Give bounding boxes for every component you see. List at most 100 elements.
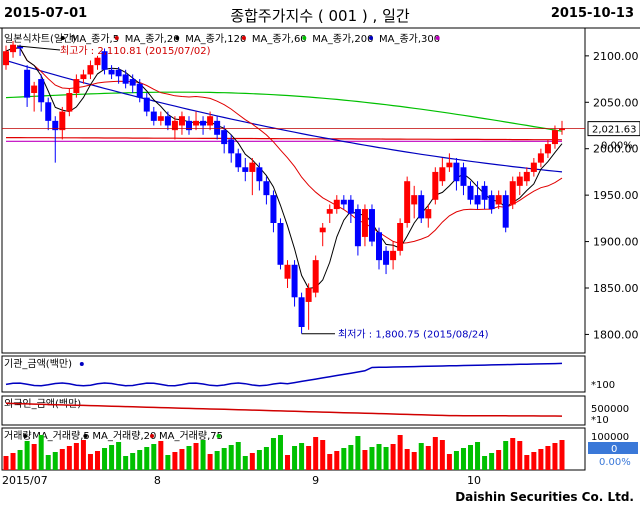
volume-bar xyxy=(256,450,262,470)
volume-bar xyxy=(24,441,30,470)
candle-body xyxy=(312,260,319,293)
volume-bar xyxy=(235,442,241,470)
candle-body xyxy=(376,232,383,261)
volume-bar xyxy=(559,440,565,470)
volume-bar xyxy=(538,449,544,470)
volume-bar xyxy=(3,456,9,470)
volume-bar xyxy=(446,454,452,470)
candle-body xyxy=(404,181,411,223)
volume-bar xyxy=(102,448,108,470)
panel-frame-2 xyxy=(1,395,586,426)
candle-body xyxy=(326,209,333,214)
candle-body xyxy=(460,167,467,186)
ma60-line xyxy=(5,91,563,132)
candle-body xyxy=(270,195,277,223)
x-tick-label: 8 xyxy=(154,474,161,487)
volume-tick: 100000 xyxy=(591,432,629,443)
candle-body xyxy=(10,44,17,53)
volume-bar xyxy=(186,446,192,470)
candle-body xyxy=(101,51,108,70)
y-tick-label: 1900.00 xyxy=(593,236,639,249)
candle-body xyxy=(24,69,31,98)
volume-bar xyxy=(165,455,171,470)
legend-dot xyxy=(302,36,307,40)
legend-dot xyxy=(435,36,440,40)
volume-bar xyxy=(341,448,347,470)
volume-bar xyxy=(94,451,100,470)
high-annotation: 최고가 : 2,110.81 (2015/07/02) xyxy=(60,45,211,57)
volume-bar xyxy=(503,441,509,470)
low-annotation: 최저가 : 1,800.75 (2015/08/24) xyxy=(338,329,489,341)
candle-body xyxy=(340,199,347,205)
volume-bar xyxy=(66,446,72,470)
last-value-box xyxy=(587,121,640,137)
volume-legend-item: MA_거래량,5 xyxy=(32,430,90,442)
end-date: 2015-10-13 xyxy=(550,6,634,21)
y-tick-label: 2050.00 xyxy=(593,96,639,109)
volume-bar xyxy=(432,437,438,470)
candle-body xyxy=(474,195,481,205)
volume-bar xyxy=(214,451,220,470)
legend-dot xyxy=(23,434,28,438)
x-tick-label: 10 xyxy=(467,474,481,487)
volume-bar xyxy=(200,440,206,470)
y-tick-label: 1850.00 xyxy=(593,282,639,295)
legend-dot xyxy=(79,362,84,366)
volume-bar xyxy=(552,443,558,470)
candle-body xyxy=(143,97,150,112)
volume-value: 0 xyxy=(611,444,617,455)
candle-body xyxy=(354,209,361,247)
candle-body xyxy=(80,74,87,80)
candle-body xyxy=(3,51,9,66)
candle-body xyxy=(214,120,221,135)
candle-body xyxy=(136,83,143,98)
volume-legend-item: MA_거래량,75 xyxy=(159,430,223,442)
price-legend-item: MA_종가,60 xyxy=(252,33,307,45)
inst-legend: 기관_금액(백만) xyxy=(4,358,72,370)
volume-bar xyxy=(109,445,115,470)
volume-bar xyxy=(137,450,143,470)
volume-bar xyxy=(277,435,283,470)
candle-body xyxy=(347,199,354,214)
y-tick-label: 1950.00 xyxy=(593,189,639,202)
volume-bar xyxy=(270,438,276,470)
candle-body xyxy=(38,79,45,103)
price-legend-item: MA_종가,5 xyxy=(71,33,119,45)
volume-bar xyxy=(348,445,354,470)
candle-body xyxy=(31,85,38,93)
inst-line xyxy=(5,362,563,387)
foreign-tick: 500000 xyxy=(591,404,629,415)
volume-bar xyxy=(52,452,58,470)
candle-body xyxy=(115,69,122,77)
legend-dot xyxy=(114,36,119,40)
candle-body xyxy=(439,167,446,182)
candle-body xyxy=(530,162,537,172)
candle-body xyxy=(45,102,52,121)
price-legend-item: MA_종가,200 xyxy=(312,33,373,45)
chart-title: 종합주가지수 ( 001 ) , 일간 xyxy=(230,7,410,25)
volume-bar xyxy=(17,450,23,470)
volume-bar xyxy=(369,447,375,470)
candle-body xyxy=(383,250,390,265)
candle-body xyxy=(200,120,207,126)
candle-body xyxy=(319,227,326,233)
price-legend-item: MA_종가,120 xyxy=(185,33,246,45)
candle-body xyxy=(551,130,558,145)
candle-body xyxy=(446,162,453,168)
volume-bar xyxy=(221,448,227,470)
candle-body xyxy=(418,195,425,219)
ma5-line xyxy=(5,47,563,289)
candle-body xyxy=(157,116,164,121)
volume-bar xyxy=(228,445,234,470)
candle-body xyxy=(221,130,228,145)
candle-body xyxy=(249,162,256,172)
volume-bar xyxy=(524,455,530,470)
candle-body xyxy=(516,176,523,186)
legend-dot xyxy=(241,36,246,40)
candle-body xyxy=(256,167,263,182)
volume-legend-item: 거래량 xyxy=(4,430,32,442)
y-tick-label: 1800.00 xyxy=(593,328,639,341)
volume-bar xyxy=(59,449,65,470)
price-legend-item: MA_종가,300 xyxy=(379,33,440,45)
